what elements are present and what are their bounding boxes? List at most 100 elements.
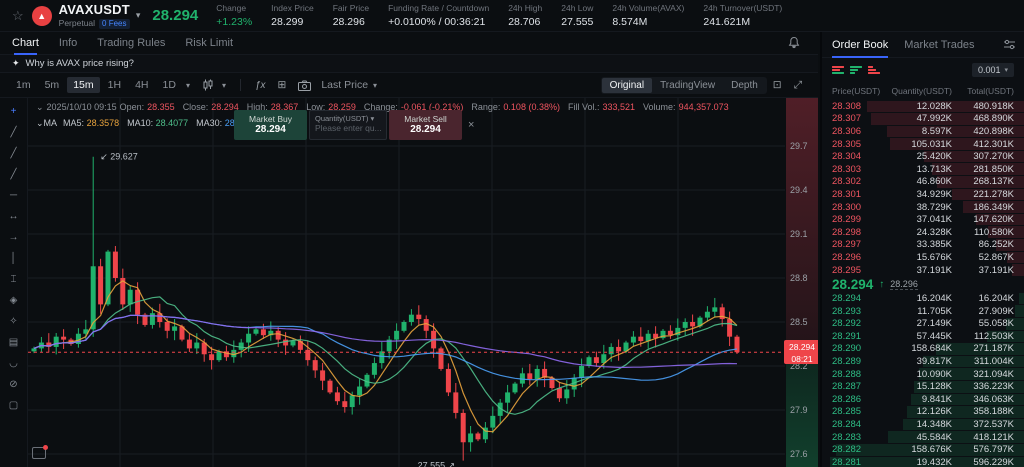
info-line-tool-icon[interactable]: ╱ — [10, 147, 17, 159]
orderbook-ask-row[interactable]: 28.295 37.191K 37.191K — [822, 264, 1024, 277]
fullscreen-icon[interactable]: ⤢ — [793, 78, 802, 91]
cursor-tool-icon[interactable]: + — [10, 105, 17, 117]
orderbook-bid-row[interactable]: 28.288 10.090K 321.094K — [822, 368, 1024, 381]
ohlc-collapse-icon[interactable]: ⌄ — [36, 102, 44, 112]
orderbook-bid-row[interactable]: 28.294 16.204K 16.204K — [822, 292, 1024, 305]
tab-info[interactable]: Info — [58, 37, 78, 49]
candle-style-dropdown-icon[interactable]: ▾ — [221, 80, 226, 90]
orderbook-bid-row[interactable]: 28.290 158.684K 271.187K — [822, 343, 1024, 356]
candle-style-icon[interactable] — [202, 79, 214, 91]
orderbook-bid-row[interactable]: 28.286 9.841K 346.063K — [822, 393, 1024, 406]
ma-item-value: 28.3578 — [86, 118, 120, 128]
view-asks-icon[interactable] — [868, 65, 880, 75]
orderbook-bid-row[interactable]: 28.285 12.126K 358.188K — [822, 406, 1024, 419]
orderbook-bid-row[interactable]: 28.281 19.432K 596.229K — [822, 456, 1024, 467]
view-bids-icon[interactable] — [850, 65, 862, 75]
favorite-star-icon[interactable]: ☆ — [12, 7, 24, 23]
row-quantity: 37.041K — [916, 214, 952, 226]
timeframe-1m[interactable]: 1m — [16, 79, 31, 91]
orderbook-ask-row[interactable]: 28.305 105.031K 412.301K — [822, 138, 1024, 151]
orderbook-ask-row[interactable]: 28.301 34.929K 221.278K — [822, 188, 1024, 201]
ohlc-field-label: High: — [246, 102, 268, 112]
market-buy-button[interactable]: Market Buy 28.294 — [234, 110, 307, 140]
quantity-input[interactable]: Quantity(USDT) ▾ Please enter qu... — [309, 110, 387, 140]
orderbook-ask-row[interactable]: 28.297 33.385K 86.252K — [822, 239, 1024, 252]
symbol-block[interactable]: AVAXUSDT Perpetual 0 Fees — [59, 3, 130, 29]
price-range-tool-icon[interactable]: ⌶ — [10, 273, 17, 285]
orderbook-bid-row[interactable]: 28.293 11.705K 27.909K — [822, 305, 1024, 318]
orderbook-bid-row[interactable]: 28.292 27.149K 55.058K — [822, 318, 1024, 331]
popup-close-icon[interactable]: × — [468, 119, 475, 131]
remove-drawings-tool-icon[interactable]: ▢ — [8, 399, 19, 411]
timeframe-4H[interactable]: 4H — [135, 79, 149, 91]
price-axis-label: 28.8 — [790, 273, 808, 283]
tab-chart[interactable]: Chart — [12, 32, 39, 55]
trendline-tool-icon[interactable]: ╱ — [10, 126, 17, 138]
fair-price-link[interactable]: 28.296 — [890, 278, 918, 290]
tick-size-select[interactable]: 0.001 ▾ — [971, 63, 1014, 77]
orderbook-ask-row[interactable]: 28.300 38.729K 186.349K — [822, 201, 1024, 214]
orderbook-mid[interactable]: 28.294 ↑ 28.296 — [822, 276, 1024, 292]
chart-plot[interactable]: ↙ 29.627 27.555 ↗ ⌄ 2025/10/10 09:15 Open: 2… — [28, 98, 818, 467]
orderbook-bid-row[interactable]: 28.282 158.676K 576.797K — [822, 443, 1024, 456]
orderbook-bid-row[interactable]: 28.291 57.445K 112.503K — [822, 330, 1024, 343]
horizontal-line-tool-icon[interactable]: ─ — [9, 189, 18, 201]
orderbook-bid-row[interactable]: 28.284 14.348K 372.537K — [822, 418, 1024, 431]
orderbook-ask-row[interactable]: 28.308 12.028K 480.918K — [822, 100, 1024, 113]
panel-toggle-icon[interactable]: ⊡ — [772, 79, 782, 91]
screenshot-camera-icon[interactable] — [298, 80, 312, 91]
orderbook-ask-row[interactable]: 28.303 13.713K 281.850K — [822, 163, 1024, 176]
shapes-tool-icon[interactable]: ◈ — [9, 294, 18, 306]
orderbook-bid-row[interactable]: 28.289 39.817K 311.004K — [822, 355, 1024, 368]
tab-trading-rules[interactable]: Trading Rules — [97, 37, 166, 49]
alert-bell-icon[interactable] — [788, 36, 800, 49]
market-sell-button[interactable]: Market Sell 28.294 — [389, 110, 462, 140]
layout-grid-icon[interactable]: ⊞ — [277, 79, 287, 91]
indicators-icon[interactable]: ƒx — [254, 79, 266, 91]
symbol-dropdown-icon[interactable]: ▾ — [135, 10, 141, 20]
orderbook-tab-order-book[interactable]: Order Book — [832, 32, 889, 58]
patterns-tool-icon[interactable]: ▤ — [8, 336, 19, 348]
ray-tool-icon[interactable]: → — [8, 231, 19, 243]
header-stat: 24h Volume(AVAX) 8.574M — [612, 4, 684, 27]
candlestick-chart[interactable]: ↙ 29.627 27.555 ↗ — [28, 98, 786, 467]
row-quantity: 27.149K — [916, 318, 952, 330]
view-original[interactable]: Original — [601, 77, 653, 93]
orderbook-bid-row[interactable]: 28.283 45.584K 418.121K — [822, 431, 1024, 444]
orderbook-bid-row[interactable]: 28.287 15.128K 336.223K — [822, 380, 1024, 393]
view-tradingview[interactable]: TradingView — [660, 79, 716, 91]
orderbook-ask-row[interactable]: 28.302 46.860K 268.137K — [822, 176, 1024, 189]
magnet-tool-icon[interactable]: ◡ — [9, 357, 18, 369]
hide-drawings-tool-icon[interactable]: ⊘ — [9, 378, 18, 390]
orderbook-ask-row[interactable]: 28.298 24.328K 110.580K — [822, 226, 1024, 239]
stat-value: +0.0100% / 00:36:21 — [388, 15, 486, 28]
tab-risk-limit[interactable]: Risk Limit — [185, 37, 234, 49]
price-mode-select[interactable]: Last Price ▾ — [321, 79, 377, 91]
vertical-line-tool-icon[interactable]: │ — [10, 252, 17, 264]
view-both-icon[interactable] — [832, 65, 844, 75]
ma-collapse-icon[interactable]: ⌄ — [36, 118, 44, 128]
orderbook-ask-row[interactable]: 28.307 47.992K 468.890K — [822, 113, 1024, 126]
orderbook-ask-row[interactable]: 28.296 15.676K 52.867K — [822, 251, 1024, 264]
depth-bar — [830, 456, 1024, 467]
view-depth[interactable]: Depth — [731, 79, 758, 91]
fib-tool-icon[interactable]: ✧ — [9, 315, 18, 327]
orderbook-tab-market-trades[interactable]: Market Trades — [904, 38, 975, 51]
timeframe-15m[interactable]: 15m — [67, 77, 100, 93]
price-axis[interactable]: 29.7 29.4 29.1 28.8 28.5 28.2 27.9 27.6 — [788, 98, 818, 467]
orderbook-ask-row[interactable]: 28.304 25.420K 307.270K — [822, 150, 1024, 163]
row-total: 16.204K — [978, 293, 1014, 305]
extended-line-tool-icon[interactable]: ↔ — [8, 210, 19, 222]
chart-snapshot-icon[interactable] — [32, 445, 48, 459]
orderbook-ask-row[interactable]: 28.306 8.597K 420.898K — [822, 125, 1024, 138]
ai-banner[interactable]: ✦ Why is AVAX price rising? — [0, 55, 818, 73]
orderbook-ask-row[interactable]: 28.299 37.041K 147.620K — [822, 213, 1024, 226]
depth-bar — [936, 176, 1024, 188]
timeframe-5m[interactable]: 5m — [44, 79, 60, 91]
bid-rows: 28.294 16.204K 16.204K 28.293 11.705K 27.909K… — [822, 292, 1024, 467]
angle-line-tool-icon[interactable]: ╱ — [10, 168, 17, 180]
timeframe-1H[interactable]: 1H — [107, 79, 122, 91]
orderbook-settings-icon[interactable] — [1003, 39, 1016, 50]
more-timeframes-icon[interactable]: ▾ — [185, 80, 190, 90]
timeframe-1D[interactable]: 1D — [162, 79, 176, 91]
